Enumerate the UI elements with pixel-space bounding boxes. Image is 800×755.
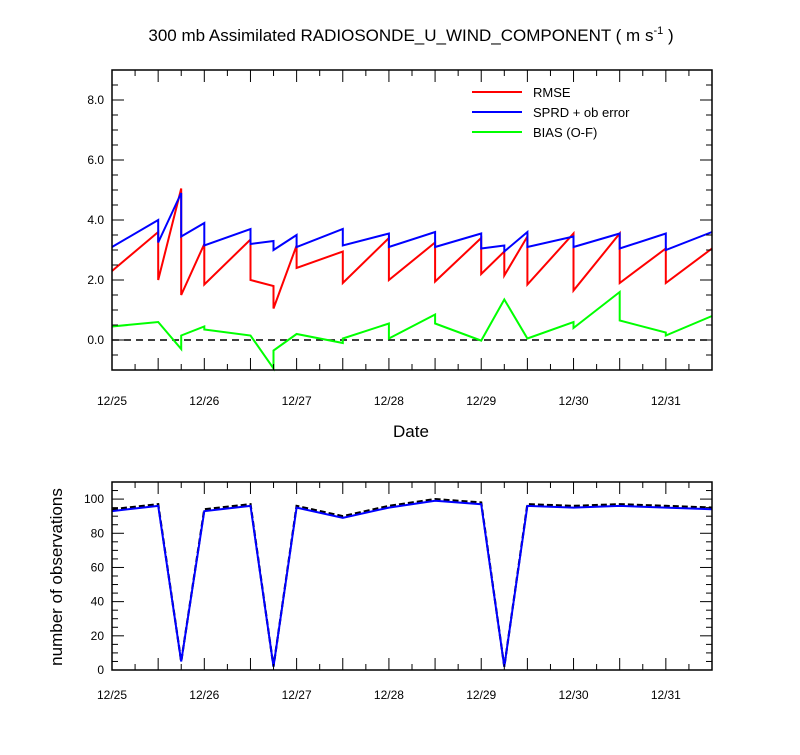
top-xtick-label: 12/25 (97, 394, 127, 408)
top-panel: 0.0 2.0 4.0 6.0 8.0 12/25 12/26 12/27 12/28 12/29… (87, 69, 713, 408)
legend-label-rmse: RMSE (533, 85, 571, 100)
top-series-bias-o-f (111, 289, 713, 372)
bottom-panel: 0 20 40 60 80 100 12/25 12/26 12/27 12/28 12/29 12/… (84, 481, 713, 702)
bottom-xtick-label: 12/27 (282, 688, 312, 702)
chart-title-close: ) (663, 26, 673, 45)
bottom-ytick-label: 20 (91, 629, 105, 643)
top-ytick-label: 2.0 (87, 273, 104, 287)
top-series-sprd-ob-error (111, 192, 713, 254)
top-xtick-label: 12/31 (651, 394, 681, 408)
bottom-ytick-label: 40 (91, 595, 105, 609)
top-xtick-label: 12/26 (189, 394, 219, 408)
top-ytick-label: 4.0 (87, 213, 104, 227)
bottom-yaxis-label: number of observations (47, 488, 66, 666)
bottom-xtick-label: 12/31 (651, 688, 681, 702)
top-xtick-label: 12/28 (374, 394, 404, 408)
legend-label-sprd: SPRD + ob error (533, 105, 630, 120)
legend-label-bias: BIAS (O-F) (533, 125, 597, 140)
top-ytick-label: 0.0 (87, 333, 104, 347)
bottom-plot-frame (111, 481, 713, 671)
chart-title-superscript: -1 (653, 25, 663, 37)
bottom-xtick-label: 12/25 (97, 688, 127, 702)
top-xtick-label: 12/30 (559, 394, 589, 408)
top-xtick-label: 12/27 (282, 394, 312, 408)
bottom-ytick-label: 100 (84, 492, 104, 506)
bottom-series-observations-assimilated (111, 499, 713, 667)
top-legend: RMSE SPRD + ob error BIAS (O-F) (472, 85, 630, 140)
top-xtick-label: 12/29 (466, 394, 496, 408)
top-xaxis-label: Date (393, 422, 429, 441)
bottom-xtick-label: 12/29 (466, 688, 496, 702)
bottom-xtick-label: 12/30 (559, 688, 589, 702)
bottom-xtick-label: 12/26 (189, 688, 219, 702)
bottom-ytick-label: 60 (91, 560, 105, 574)
chart-title: 300 mb Assimilated RADIOSONDE_U_WIND_COM… (148, 25, 673, 45)
bottom-xtick-label: 12/28 (374, 688, 404, 702)
chart-title-main: 300 mb Assimilated RADIOSONDE_U_WIND_COM… (148, 26, 653, 45)
top-series-rmse (111, 188, 713, 309)
bottom-ytick-label: 80 (91, 526, 105, 540)
top-ytick-label: 6.0 (87, 153, 104, 167)
top-ytick-label: 8.0 (87, 93, 104, 107)
bottom-ytick-label: 0 (97, 663, 104, 677)
